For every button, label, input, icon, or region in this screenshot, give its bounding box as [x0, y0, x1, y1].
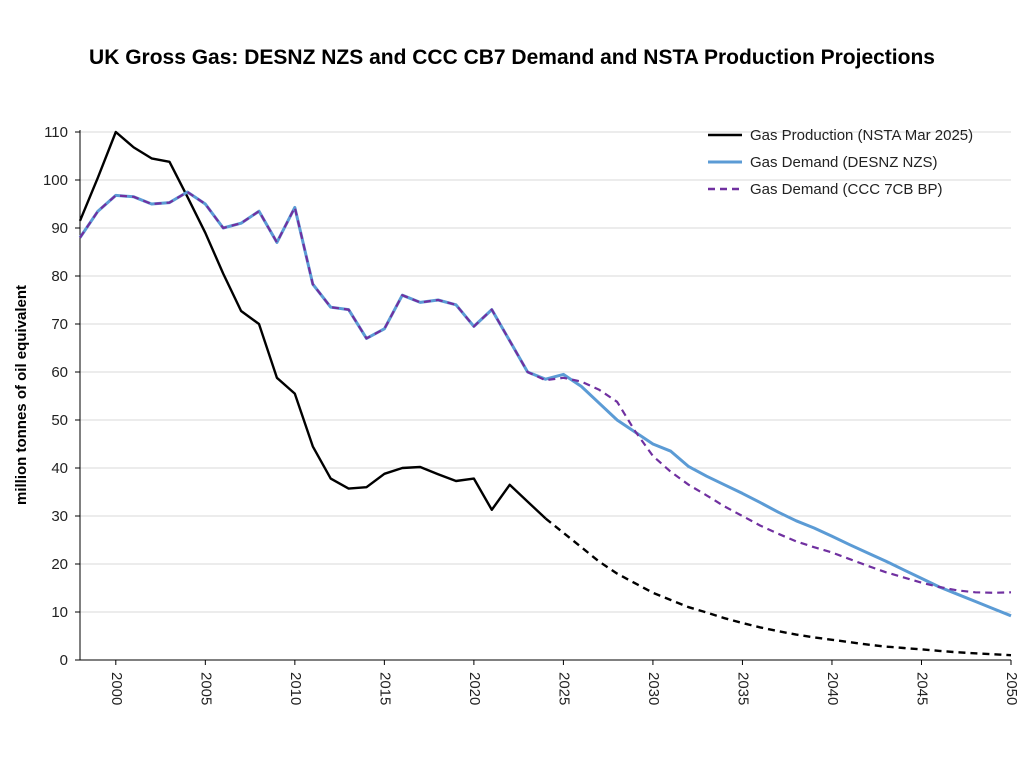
x-tick-label: 2010	[287, 672, 304, 705]
series-line-production-projection	[544, 517, 1012, 657]
y-tick-label: 0	[60, 652, 68, 669]
y-tick-label: 30	[51, 508, 68, 525]
legend-label: Gas Demand (CCC 7CB BP)	[750, 181, 943, 198]
y-tick-label: 90	[51, 220, 68, 237]
y-tick-label: 80	[51, 268, 68, 285]
chart-title: UK Gross Gas: DESNZ NZS and CCC CB7 Dema…	[89, 46, 935, 69]
series-line-ccc-demand	[79, 190, 1012, 594]
x-tick-label: 2035	[734, 672, 751, 705]
legend: Gas Production (NSTA Mar 2025) Gas Demand…	[708, 127, 973, 198]
x-tick-label: 2020	[466, 672, 483, 705]
series-line-desnz-demand	[78, 190, 1012, 618]
y-tick-label: 110	[44, 124, 68, 141]
x-tick-label: 2040	[824, 672, 841, 705]
legend-label: Gas Demand (DESNZ NZS)	[750, 154, 938, 171]
x-tick-label: 2045	[914, 672, 931, 705]
series-layer	[78, 130, 1012, 657]
y-tick-label: 100	[43, 172, 68, 189]
y-tick-label: 40	[51, 460, 68, 477]
y-tick-label: 50	[51, 412, 68, 429]
y-tick-label: 20	[51, 556, 68, 573]
y-tick-label: 10	[51, 604, 68, 621]
x-tick-label: 2005	[197, 672, 214, 705]
x-tick-label: 2015	[376, 672, 393, 705]
legend-label: Gas Production (NSTA Mar 2025)	[750, 127, 973, 144]
x-tick-label: 2025	[555, 672, 572, 705]
series-line-production-historic	[78, 130, 547, 520]
y-tick-label: 70	[51, 316, 68, 333]
y-tick-label: 60	[51, 364, 68, 381]
x-tick-label: 2000	[108, 672, 125, 705]
x-tick-label: 2030	[645, 672, 662, 705]
x-tick-label: 2050	[1003, 672, 1020, 705]
grid-layer	[80, 131, 1011, 613]
